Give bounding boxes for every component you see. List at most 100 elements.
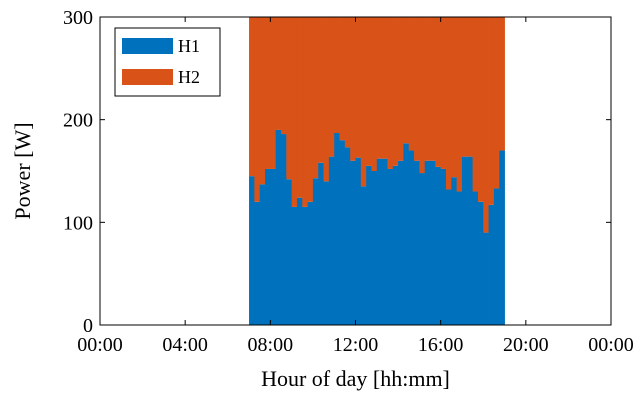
bar-h2 [424, 17, 431, 161]
bar-h2 [296, 17, 303, 198]
bar-h1 [387, 168, 394, 325]
plot-frame [99, 16, 612, 326]
bars-layer [249, 17, 505, 325]
bar-h1 [323, 181, 330, 325]
bar-h1 [456, 191, 463, 325]
bar-h1 [376, 158, 383, 325]
bar-h1 [270, 168, 277, 325]
bar-h1 [371, 171, 378, 325]
bar-h1 [339, 140, 346, 325]
bar-h2 [265, 17, 271, 169]
bar-h2 [254, 17, 261, 202]
bar-h1 [291, 206, 298, 325]
bar-h2 [339, 17, 346, 141]
bar-h1 [499, 150, 505, 325]
bar-h1 [355, 157, 362, 325]
bar-h1 [430, 160, 436, 325]
bar-h1 [414, 160, 420, 325]
bar-h1 [451, 177, 458, 325]
y-tick-label: 300 [63, 7, 93, 29]
bar-h1 [302, 206, 308, 325]
bar-h2 [344, 17, 351, 148]
bar-h2 [355, 17, 362, 158]
bar-h2 [259, 17, 266, 185]
y-tick-label: 200 [63, 110, 93, 132]
bar-h1 [408, 150, 415, 325]
bar-h2 [387, 17, 394, 169]
bar-h2 [493, 17, 500, 189]
bar-h1 [488, 204, 495, 325]
bar-h2 [430, 17, 436, 161]
legend-label: H2 [178, 67, 200, 87]
bar-h1 [334, 133, 340, 325]
bar-h2 [499, 17, 505, 151]
bar-h1 [312, 178, 319, 325]
x-tick-label: 12:00 [333, 334, 379, 356]
x-tick-label: 20:00 [503, 334, 549, 356]
bar-h1 [424, 160, 431, 325]
x-tick-label: 00:00 [588, 334, 634, 356]
bar-h2 [280, 17, 287, 135]
y-axis-label: Power [W] [10, 122, 35, 219]
bar-h1 [328, 156, 335, 325]
bar-h1 [440, 168, 447, 325]
bar-h2 [461, 17, 468, 157]
bar-h1 [275, 129, 282, 325]
bar-h2 [307, 17, 314, 202]
bar-h2 [312, 17, 319, 179]
bar-h2 [318, 17, 324, 163]
bar-h2 [286, 17, 293, 180]
y-tick-label: 100 [63, 212, 93, 234]
bar-h1 [280, 134, 287, 325]
bar-h2 [456, 17, 463, 192]
bar-h2 [328, 17, 335, 157]
bar-h1 [445, 189, 452, 325]
legend-swatch [122, 69, 173, 85]
x-tick-label: 16:00 [418, 334, 464, 356]
legend-label: H1 [178, 36, 200, 56]
bar-h2 [366, 17, 372, 166]
bar-h1 [392, 165, 399, 325]
bar-h2 [445, 17, 452, 190]
bar-h2 [488, 17, 495, 205]
bar-h1 [366, 165, 372, 325]
x-tick-label: 00:00 [77, 334, 123, 356]
bar-h2 [472, 17, 479, 192]
x-tick-label: 04:00 [162, 334, 208, 356]
bar-h1 [472, 191, 479, 325]
bar-h2 [392, 17, 399, 166]
bar-h1 [249, 176, 255, 325]
bar-h2 [408, 17, 415, 151]
bar-h2 [467, 17, 473, 157]
bar-h2 [270, 17, 277, 169]
bar-h2 [382, 17, 388, 159]
bar-h1 [435, 166, 442, 325]
bar-h1 [286, 179, 293, 325]
bar-h1 [419, 173, 426, 325]
bar-h2 [291, 17, 298, 207]
bar-h2 [371, 17, 378, 171]
bar-h1 [265, 168, 271, 325]
bar-h1 [259, 184, 266, 325]
bar-h2 [440, 17, 447, 169]
bar-h2 [477, 17, 484, 202]
bar-h1 [254, 201, 261, 325]
bar-h1 [483, 232, 489, 325]
bar-h1 [360, 186, 367, 325]
ticks-layer: 00:00 04:00 08:00 12:00 16:00 20:00 00:0001002… [63, 7, 634, 356]
bar-h2 [350, 17, 356, 161]
bar-h1 [467, 156, 473, 325]
x-tick-label: 08:00 [248, 334, 294, 356]
bar-h1 [318, 162, 324, 325]
bar-h2 [323, 17, 330, 182]
bar-h1 [344, 147, 351, 325]
bar-h1 [382, 158, 388, 325]
bar-h2 [403, 17, 410, 144]
bar-h2 [376, 17, 383, 159]
bar-h2 [334, 17, 340, 134]
y-tick-label: 0 [83, 315, 93, 337]
bar-h1 [350, 160, 356, 325]
bar-h2 [483, 17, 489, 233]
bar-h2 [435, 17, 442, 167]
